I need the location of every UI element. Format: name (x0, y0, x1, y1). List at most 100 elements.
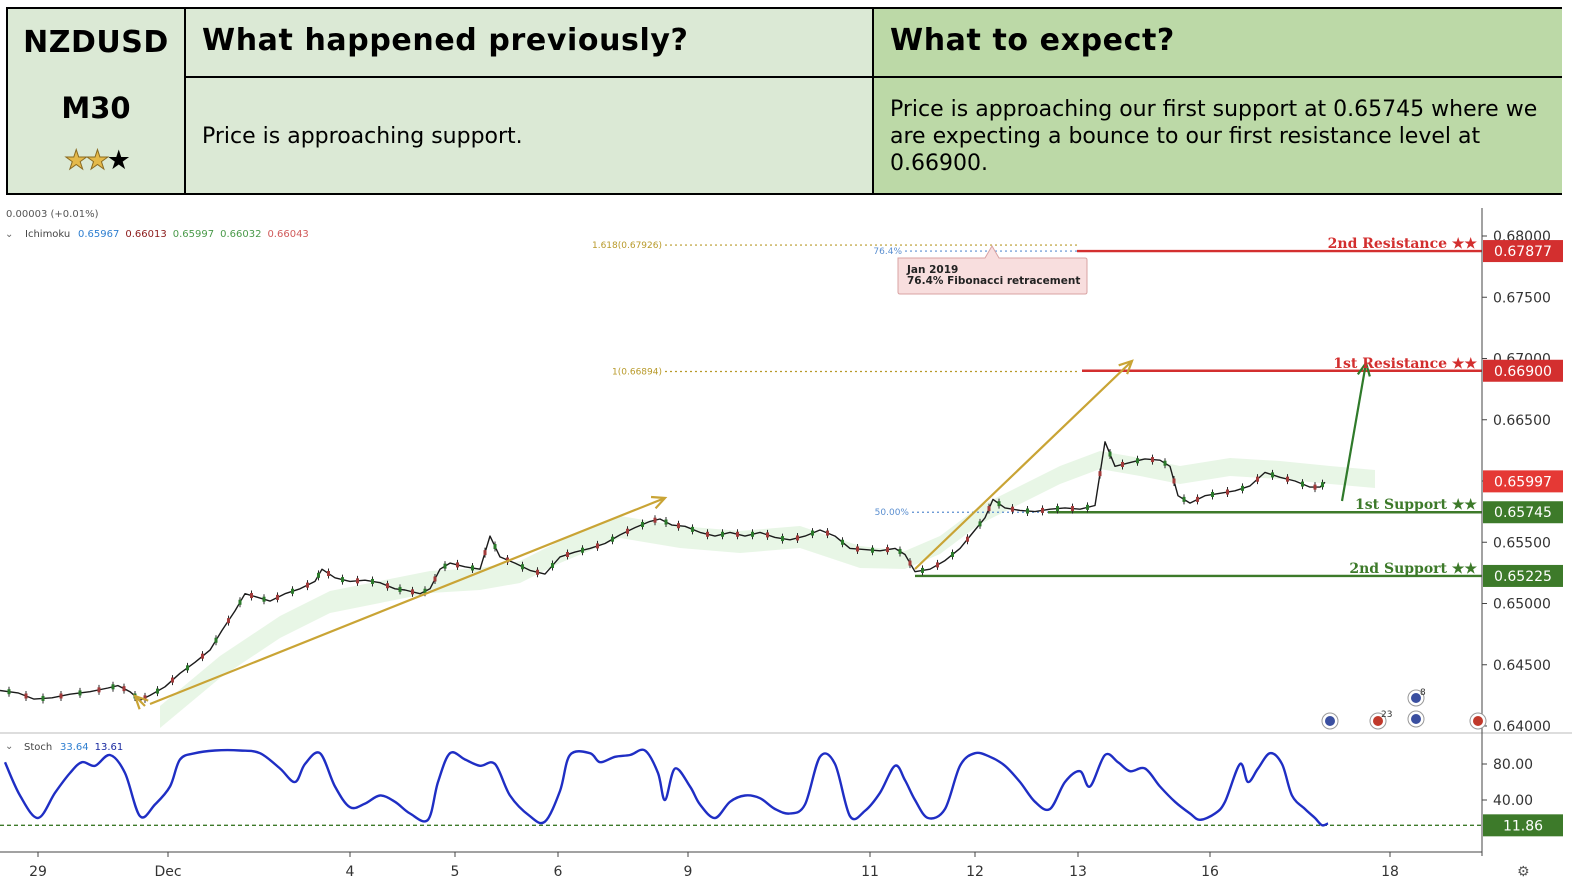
candle-body (327, 570, 330, 576)
candle-body (536, 569, 539, 575)
star-filled-icon: ★ (85, 145, 110, 177)
candle-body (1056, 506, 1059, 512)
expect-header-cell: What to expect? (874, 9, 1562, 78)
indicator-label: Ichimoku (25, 229, 70, 240)
candle-body (398, 586, 402, 592)
event-flag-dot (1473, 716, 1483, 726)
level-price-label: 0.65225 (1494, 569, 1552, 585)
fib-level-label: 1(0.66894) (612, 367, 662, 377)
candle-body (1301, 481, 1304, 487)
time-tick-label: 9 (684, 864, 693, 880)
event-flag-dot (1411, 714, 1421, 724)
candle-body (1256, 476, 1259, 482)
event-icons[interactable]: 23 8 (1321, 688, 1487, 730)
previous-body-cell: Price is approaching support. (186, 78, 874, 193)
candle-body (796, 535, 799, 541)
level-name: 1st Resistance ★★ (1333, 356, 1477, 372)
candle-body (493, 544, 497, 550)
candle-body (356, 578, 359, 584)
time-tick-label: 18 (1381, 864, 1399, 880)
trend-arrow (914, 360, 1133, 570)
candle-body (856, 546, 859, 552)
projection-arrow (1340, 362, 1368, 502)
price-tick-label: 0.66500 (1493, 413, 1551, 429)
candle-body (433, 576, 437, 582)
expect-title: What to expect? (890, 23, 1175, 58)
candle-body (276, 594, 279, 600)
candle-body (1313, 484, 1317, 490)
ichimoku-legend[interactable]: ⌄ Ichimoku 0.65967 0.66013 0.65997 0.66032 0… (5, 229, 309, 240)
indicator-value: 0.65997 (173, 229, 214, 240)
candle-body (751, 531, 754, 537)
symbol-cell: NZDUSD M30 ★★★ (8, 9, 186, 193)
candle-body (566, 552, 569, 557)
time-tick-label: 4 (346, 864, 355, 880)
candle-body (97, 687, 101, 693)
stoch-value: 13.61 (95, 742, 124, 753)
current-price-tag (1483, 470, 1563, 493)
level-price-tag (1483, 240, 1563, 263)
event-flag-dot (1325, 716, 1335, 726)
level-name: 1st Support ★★ (1355, 497, 1477, 513)
price-tick-label: 0.64500 (1493, 658, 1551, 674)
candle-body (581, 547, 584, 553)
candle-body (898, 548, 902, 554)
candle-body (238, 599, 242, 605)
candle-body (653, 517, 657, 523)
candle-body (677, 523, 680, 529)
candle-body (1211, 491, 1214, 497)
candle-body (59, 693, 63, 699)
stoch-value: 33.64 (60, 742, 89, 753)
stoch-tick-label: 40.00 (1493, 793, 1533, 809)
candle-body (551, 563, 554, 569)
candle-body (471, 565, 474, 571)
indicator-value: 0.65967 (78, 229, 119, 240)
stoch-label: Stoch (24, 742, 52, 753)
indicator-value: 0.66032 (220, 229, 261, 240)
candle-body (456, 562, 459, 568)
candle-body (611, 536, 614, 542)
candle-body (306, 582, 309, 588)
candle-body (1136, 458, 1139, 464)
candle-body (841, 539, 844, 545)
candle-body (1026, 508, 1029, 514)
collapse-chevron-icon[interactable]: ⌄ (5, 741, 13, 752)
stoch-tick-label: 80.00 (1493, 757, 1533, 773)
candle-body (423, 588, 427, 594)
candle-body (411, 589, 414, 595)
candle-body (826, 530, 829, 536)
candle-body (186, 665, 189, 671)
price-chart[interactable]: 1.618(0.67926) 76.4% 1(0.66894) 50.00% 0.64… (0, 196, 1572, 892)
price-tick-label: 0.67500 (1493, 290, 1551, 306)
stoch-line (3, 748, 1329, 827)
candle-body (1086, 504, 1089, 510)
candle-body (214, 637, 218, 643)
event-flag-dot (1411, 693, 1421, 703)
candle-body (706, 531, 709, 537)
candle-body (596, 543, 599, 549)
candle-body (317, 572, 320, 578)
candle-body (691, 526, 694, 532)
previous-text: Price is approaching support. (202, 124, 523, 149)
stoch-current-label: 11.86 (1503, 818, 1543, 834)
candle-body (24, 693, 28, 699)
fib-annotation: Jan 2019 76.4% Fibonacci retracement (897, 245, 1088, 295)
candle-body (7, 689, 11, 695)
indicator-values: 0.65967 0.66013 0.65997 0.66032 0.66043 (78, 229, 309, 240)
candle-body (41, 695, 45, 701)
candle-body (721, 531, 724, 537)
previous-header-cell: What happened previously? (186, 9, 874, 78)
candle-body (936, 562, 939, 568)
settings-gear-icon[interactable]: ⚙ (1517, 864, 1530, 880)
candle-body (521, 564, 524, 570)
candle-body (966, 536, 969, 542)
trend-arrow (149, 496, 666, 706)
collapse-chevron-icon[interactable]: ⌄ (5, 229, 13, 240)
candle-body (1151, 457, 1154, 463)
price-tick-label: 0.65500 (1493, 535, 1551, 551)
candle-body (1011, 506, 1014, 512)
level-name: 2nd Support ★★ (1349, 561, 1477, 577)
stoch-legend[interactable]: ⌄ Stoch 33.64 13.61 (5, 741, 123, 753)
candle-body (997, 501, 1001, 507)
star-empty-icon: ★ (106, 145, 131, 176)
